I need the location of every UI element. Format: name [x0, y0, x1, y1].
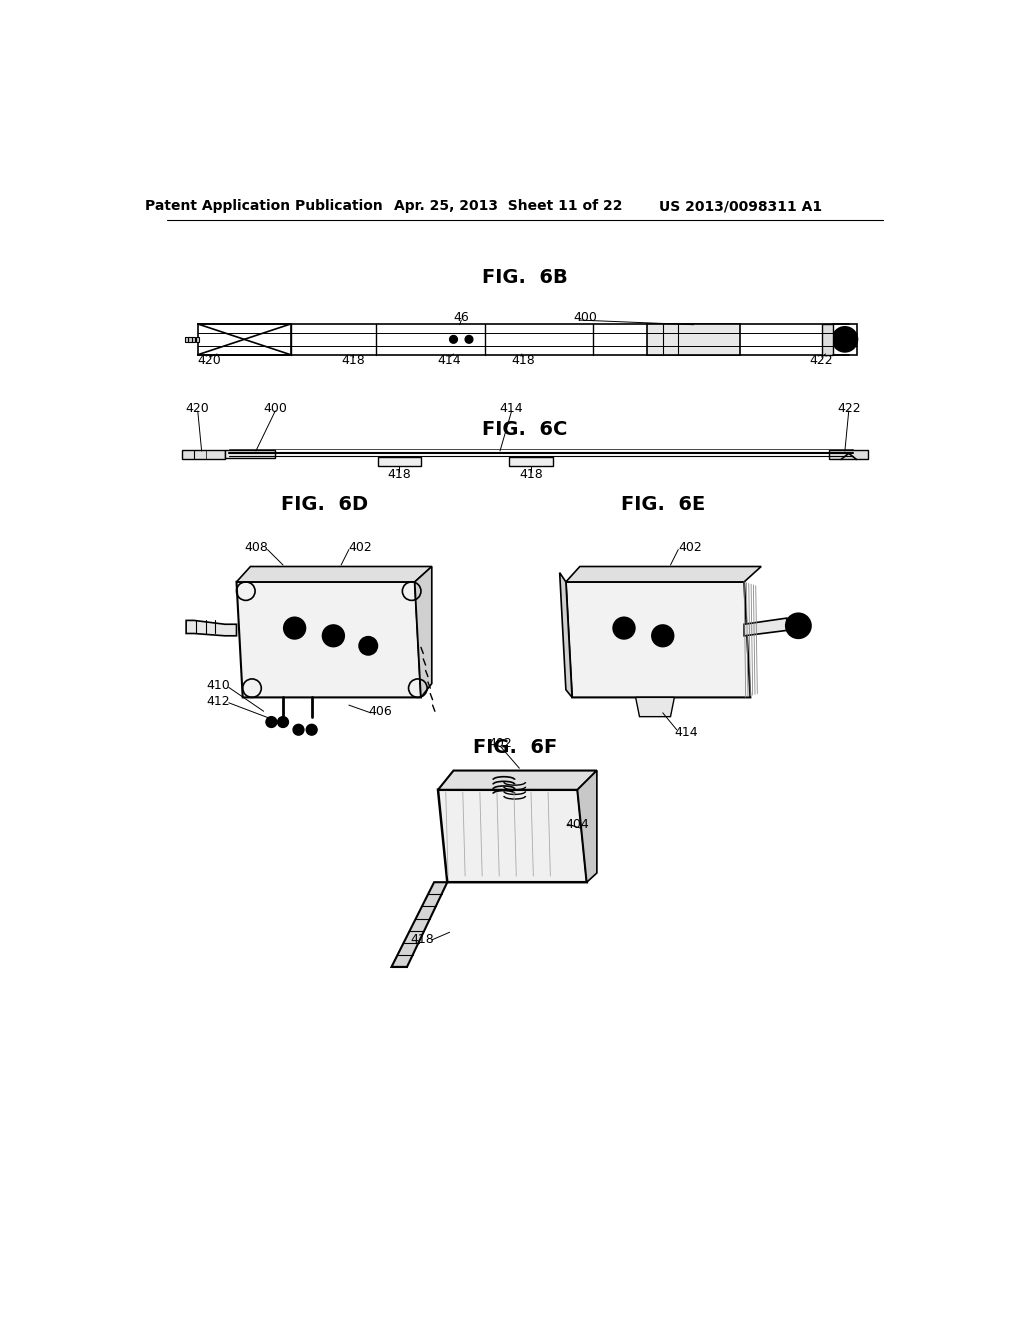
Text: FIG.  6F: FIG. 6F — [473, 738, 558, 756]
Text: 420: 420 — [198, 354, 221, 367]
Text: FIG.  6B: FIG. 6B — [482, 268, 567, 288]
Bar — [647, 323, 740, 355]
Text: 402: 402 — [348, 541, 373, 554]
Polygon shape — [578, 771, 597, 882]
Circle shape — [362, 640, 374, 651]
Bar — [184, 337, 187, 342]
Text: 420: 420 — [186, 403, 210, 416]
Circle shape — [284, 618, 305, 639]
Text: Patent Application Publication: Patent Application Publication — [144, 199, 383, 213]
Circle shape — [323, 626, 344, 647]
Text: FIG.  6E: FIG. 6E — [621, 495, 705, 515]
Text: 422: 422 — [837, 403, 860, 416]
Text: 414: 414 — [500, 403, 523, 416]
Text: 400: 400 — [573, 312, 597, 325]
Polygon shape — [566, 566, 761, 582]
Circle shape — [791, 618, 806, 634]
Circle shape — [652, 626, 674, 647]
Text: 400: 400 — [263, 403, 287, 416]
Polygon shape — [560, 573, 572, 697]
Circle shape — [786, 614, 811, 638]
Circle shape — [328, 630, 340, 642]
Circle shape — [266, 717, 276, 727]
Text: FIG.  6D: FIG. 6D — [281, 495, 368, 515]
Bar — [188, 337, 191, 342]
Polygon shape — [509, 457, 553, 466]
Text: 408: 408 — [244, 541, 268, 554]
Polygon shape — [186, 620, 237, 636]
Text: US 2013/0098311 A1: US 2013/0098311 A1 — [658, 199, 822, 213]
Text: 402: 402 — [488, 737, 512, 750]
Circle shape — [281, 719, 286, 725]
Text: 418: 418 — [387, 467, 411, 480]
Text: 410: 410 — [207, 680, 230, 693]
Circle shape — [278, 717, 289, 727]
Polygon shape — [636, 697, 675, 717]
Circle shape — [293, 725, 304, 735]
Text: 418: 418 — [511, 354, 536, 367]
Circle shape — [465, 335, 473, 343]
Circle shape — [309, 727, 314, 733]
Circle shape — [660, 634, 665, 638]
Circle shape — [293, 626, 297, 630]
Polygon shape — [237, 582, 421, 697]
Polygon shape — [438, 789, 587, 882]
Circle shape — [296, 727, 301, 733]
Bar — [197, 337, 200, 342]
Text: 414: 414 — [674, 726, 697, 739]
Text: 418: 418 — [411, 933, 434, 946]
Circle shape — [838, 331, 853, 347]
Circle shape — [450, 335, 458, 343]
Polygon shape — [225, 450, 275, 458]
Circle shape — [613, 618, 635, 639]
Polygon shape — [566, 582, 751, 697]
Circle shape — [622, 626, 626, 630]
Circle shape — [306, 725, 317, 735]
Circle shape — [289, 622, 301, 635]
Text: 412: 412 — [207, 694, 230, 708]
Text: 414: 414 — [438, 354, 462, 367]
Text: 422: 422 — [810, 354, 834, 367]
Circle shape — [656, 630, 669, 642]
Text: 404: 404 — [565, 818, 590, 832]
Polygon shape — [415, 566, 432, 697]
Polygon shape — [237, 566, 432, 582]
Polygon shape — [378, 457, 421, 466]
Text: 406: 406 — [368, 705, 392, 718]
Polygon shape — [829, 450, 868, 459]
Polygon shape — [438, 771, 597, 789]
Circle shape — [453, 338, 455, 341]
Text: 46: 46 — [454, 312, 469, 325]
Circle shape — [367, 644, 370, 647]
Text: 418: 418 — [341, 354, 365, 367]
Circle shape — [833, 327, 857, 351]
Circle shape — [332, 634, 335, 638]
Circle shape — [617, 622, 630, 635]
Polygon shape — [391, 882, 447, 966]
Bar — [198, 323, 856, 355]
Text: 418: 418 — [519, 467, 543, 480]
Bar — [193, 337, 196, 342]
Text: Apr. 25, 2013  Sheet 11 of 22: Apr. 25, 2013 Sheet 11 of 22 — [393, 199, 622, 213]
Text: 402: 402 — [678, 541, 701, 554]
Polygon shape — [182, 450, 225, 459]
Circle shape — [269, 719, 273, 725]
Bar — [821, 323, 834, 355]
Circle shape — [359, 636, 378, 655]
Polygon shape — [744, 618, 786, 636]
Text: FIG.  6C: FIG. 6C — [482, 420, 567, 440]
